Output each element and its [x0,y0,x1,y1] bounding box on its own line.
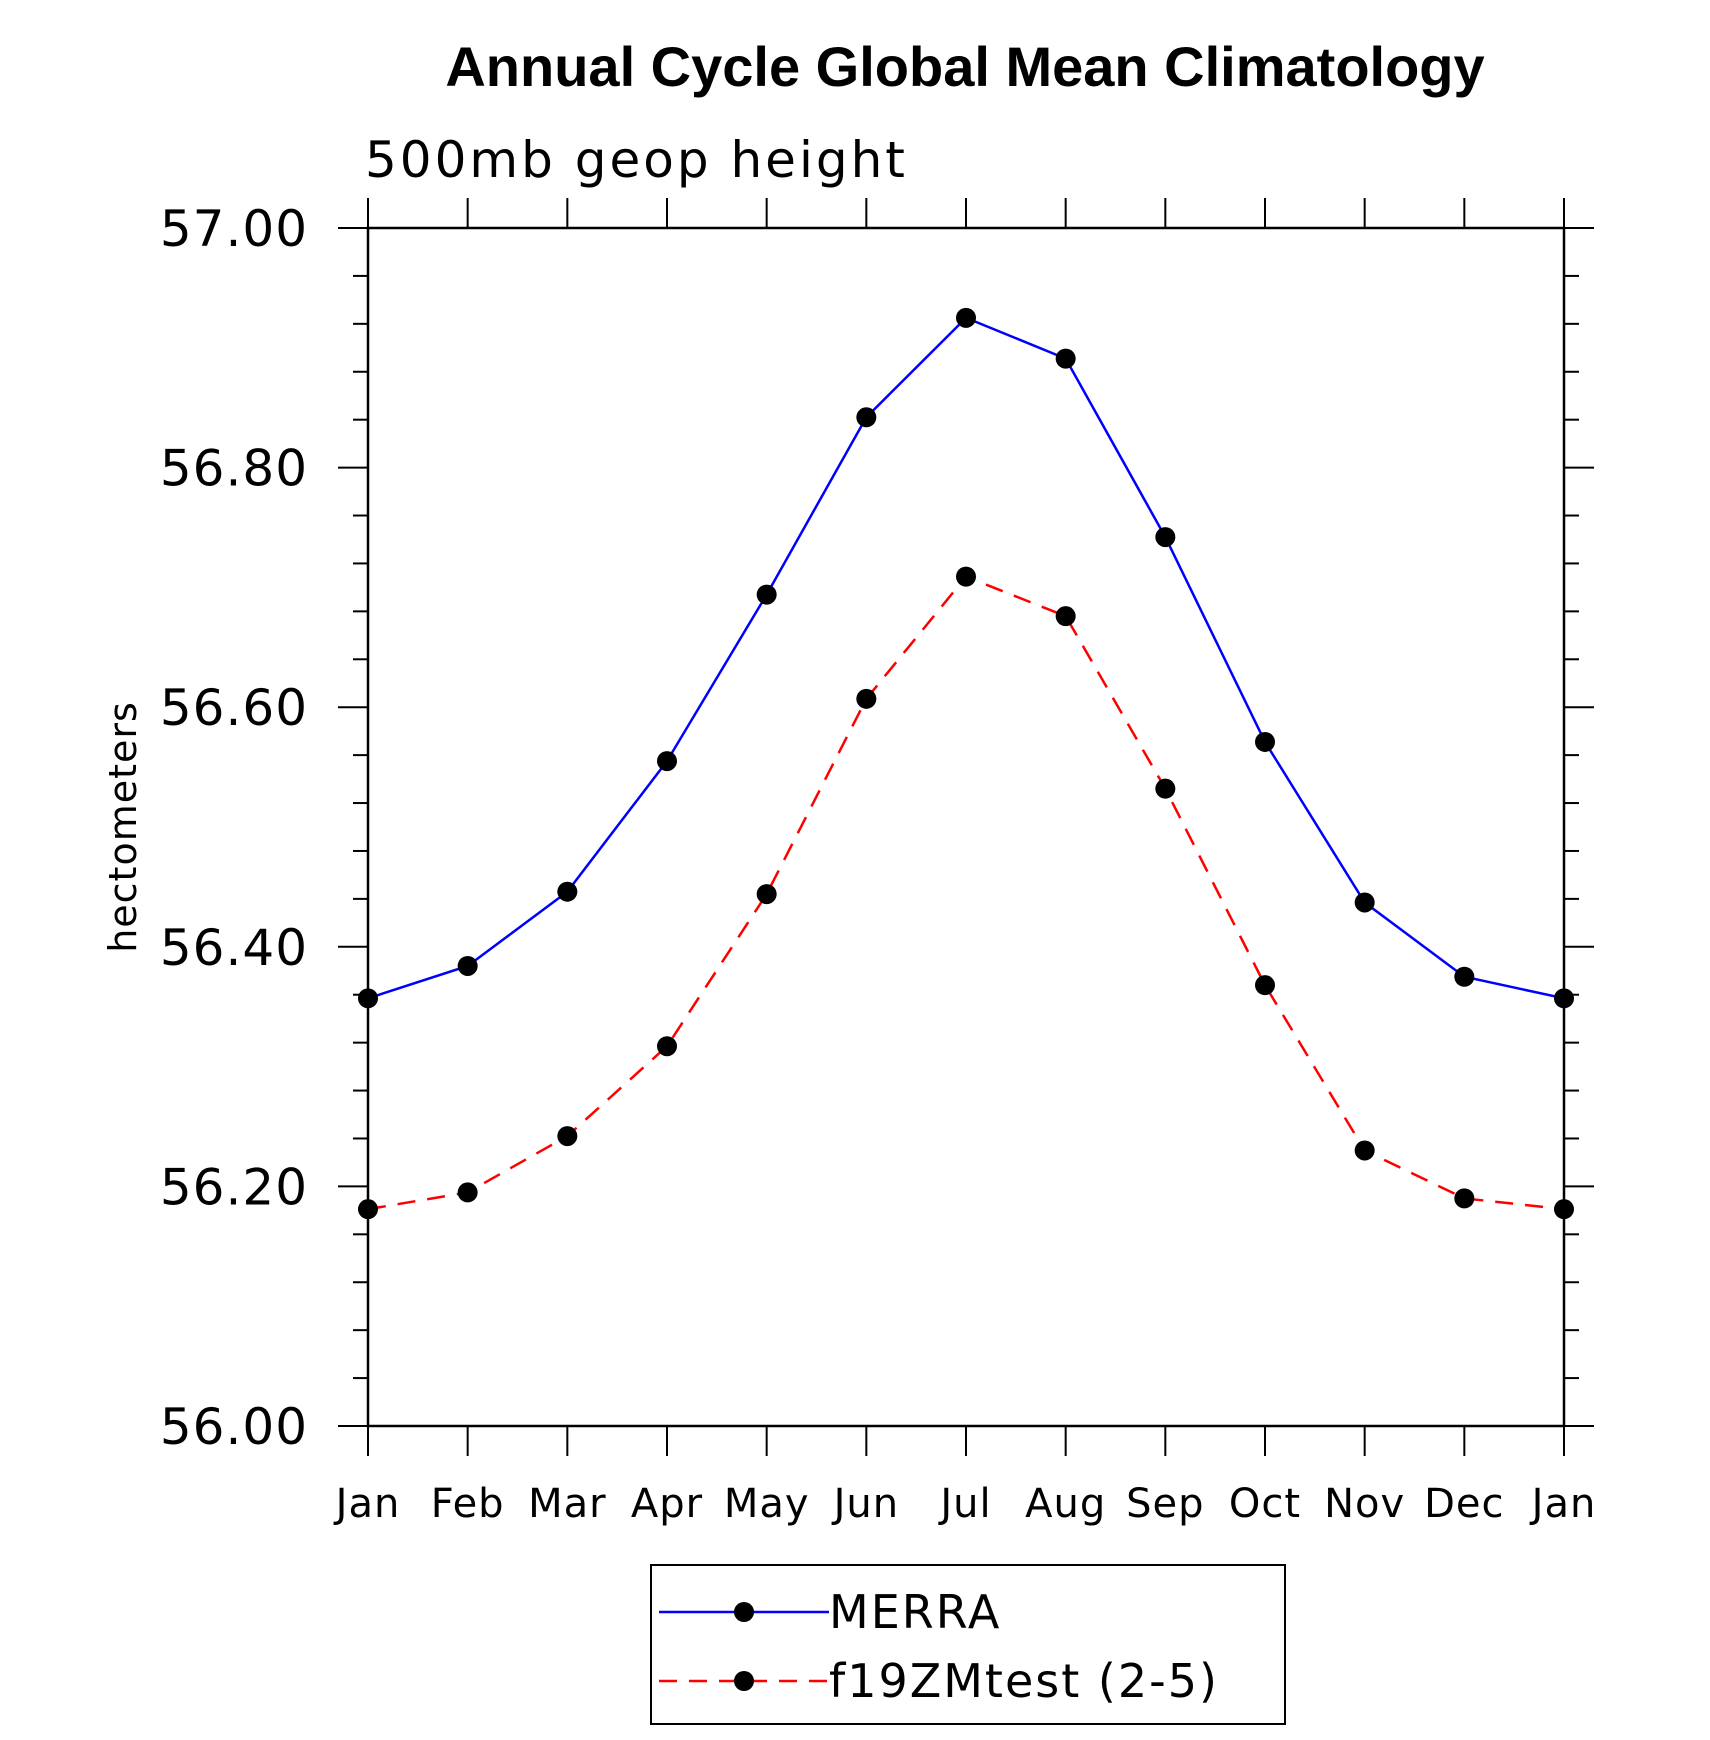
x-tick-label: Jul [937,1481,991,1527]
x-tick-label: Feb [431,1481,505,1527]
y-tick-label: 56.20 [160,1158,308,1216]
series-line-1 [367,575,1565,1211]
legend-box [650,1564,1286,1725]
series-layer [358,307,1574,1220]
x-tick-label: Sep [1126,1481,1204,1527]
data-point-series-1 [856,688,877,709]
data-point-series-0 [1255,731,1275,752]
data-point-series-1 [557,1126,578,1147]
data-point-series-0 [358,988,378,1009]
x-tick-label: Aug [1025,1481,1106,1527]
x-tick-label: Dec [1424,1481,1504,1527]
data-point-series-1 [657,1036,677,1057]
y-tick-label: 57.00 [160,200,308,258]
axis-ticks [338,198,1594,1456]
x-tick-labels: Jan Feb Mar Apr May Jun Jul Aug Sep Oct Nov Dec Jan [333,1481,1597,1527]
legend-marker-f19zmtest [734,1671,754,1691]
series-line-0 [367,316,1565,1000]
x-tick-label: Mar [528,1481,606,1527]
x-tick-label: Nov [1324,1481,1405,1527]
data-point-series-1 [956,566,976,587]
y-tick-label: 56.40 [160,919,308,977]
data-point-series-1 [1155,778,1176,799]
data-point-series-1 [1255,975,1275,996]
legend-label-merra: MERRA [829,1585,1001,1639]
data-point-series-1 [1454,1188,1475,1209]
data-point-series-1 [1554,1199,1574,1220]
legend: MERRA f19ZMtest (2-5) [650,1564,1286,1725]
x-tick-label: Jan [1529,1481,1597,1527]
data-point-series-0 [1454,966,1475,987]
data-point-series-0 [956,307,976,328]
data-point-series-0 [657,751,677,772]
x-tick-label: Apr [631,1481,703,1527]
legend-label-f19zmtest: f19ZMtest (2-5) [829,1654,1219,1708]
y-tick-labels: 56.00 56.20 56.40 56.60 56.80 57.00 [160,200,308,1456]
data-point-series-0 [1055,348,1076,369]
data-point-series-1 [457,1182,478,1203]
x-tick-label: Jan [333,1481,401,1527]
data-point-series-0 [1155,527,1176,548]
data-point-series-1 [358,1199,378,1220]
plot-frame [366,226,1566,1428]
data-point-series-1 [1354,1140,1375,1161]
chart-subtitle: 500mb geop height [365,131,908,189]
legend-marker-merra [734,1602,754,1622]
x-tick-label: May [724,1481,810,1527]
y-tick-label: 56.80 [160,440,308,498]
y-tick-label: 56.00 [160,1398,308,1456]
data-point-series-0 [1354,892,1375,913]
data-point-series-0 [756,584,777,605]
data-point-series-1 [756,884,777,905]
y-tick-label: 56.60 [160,679,308,737]
data-point-series-0 [457,955,478,976]
chart-title: Annual Cycle Global Mean Climatology [445,35,1484,98]
data-point-series-1 [1055,606,1076,627]
y-axis-label: hectometers [101,701,145,953]
data-point-series-0 [856,407,877,428]
data-point-series-0 [557,881,578,902]
x-tick-label: Oct [1229,1481,1301,1527]
data-point-series-0 [1554,988,1574,1009]
x-tick-label: Jun [831,1481,900,1527]
